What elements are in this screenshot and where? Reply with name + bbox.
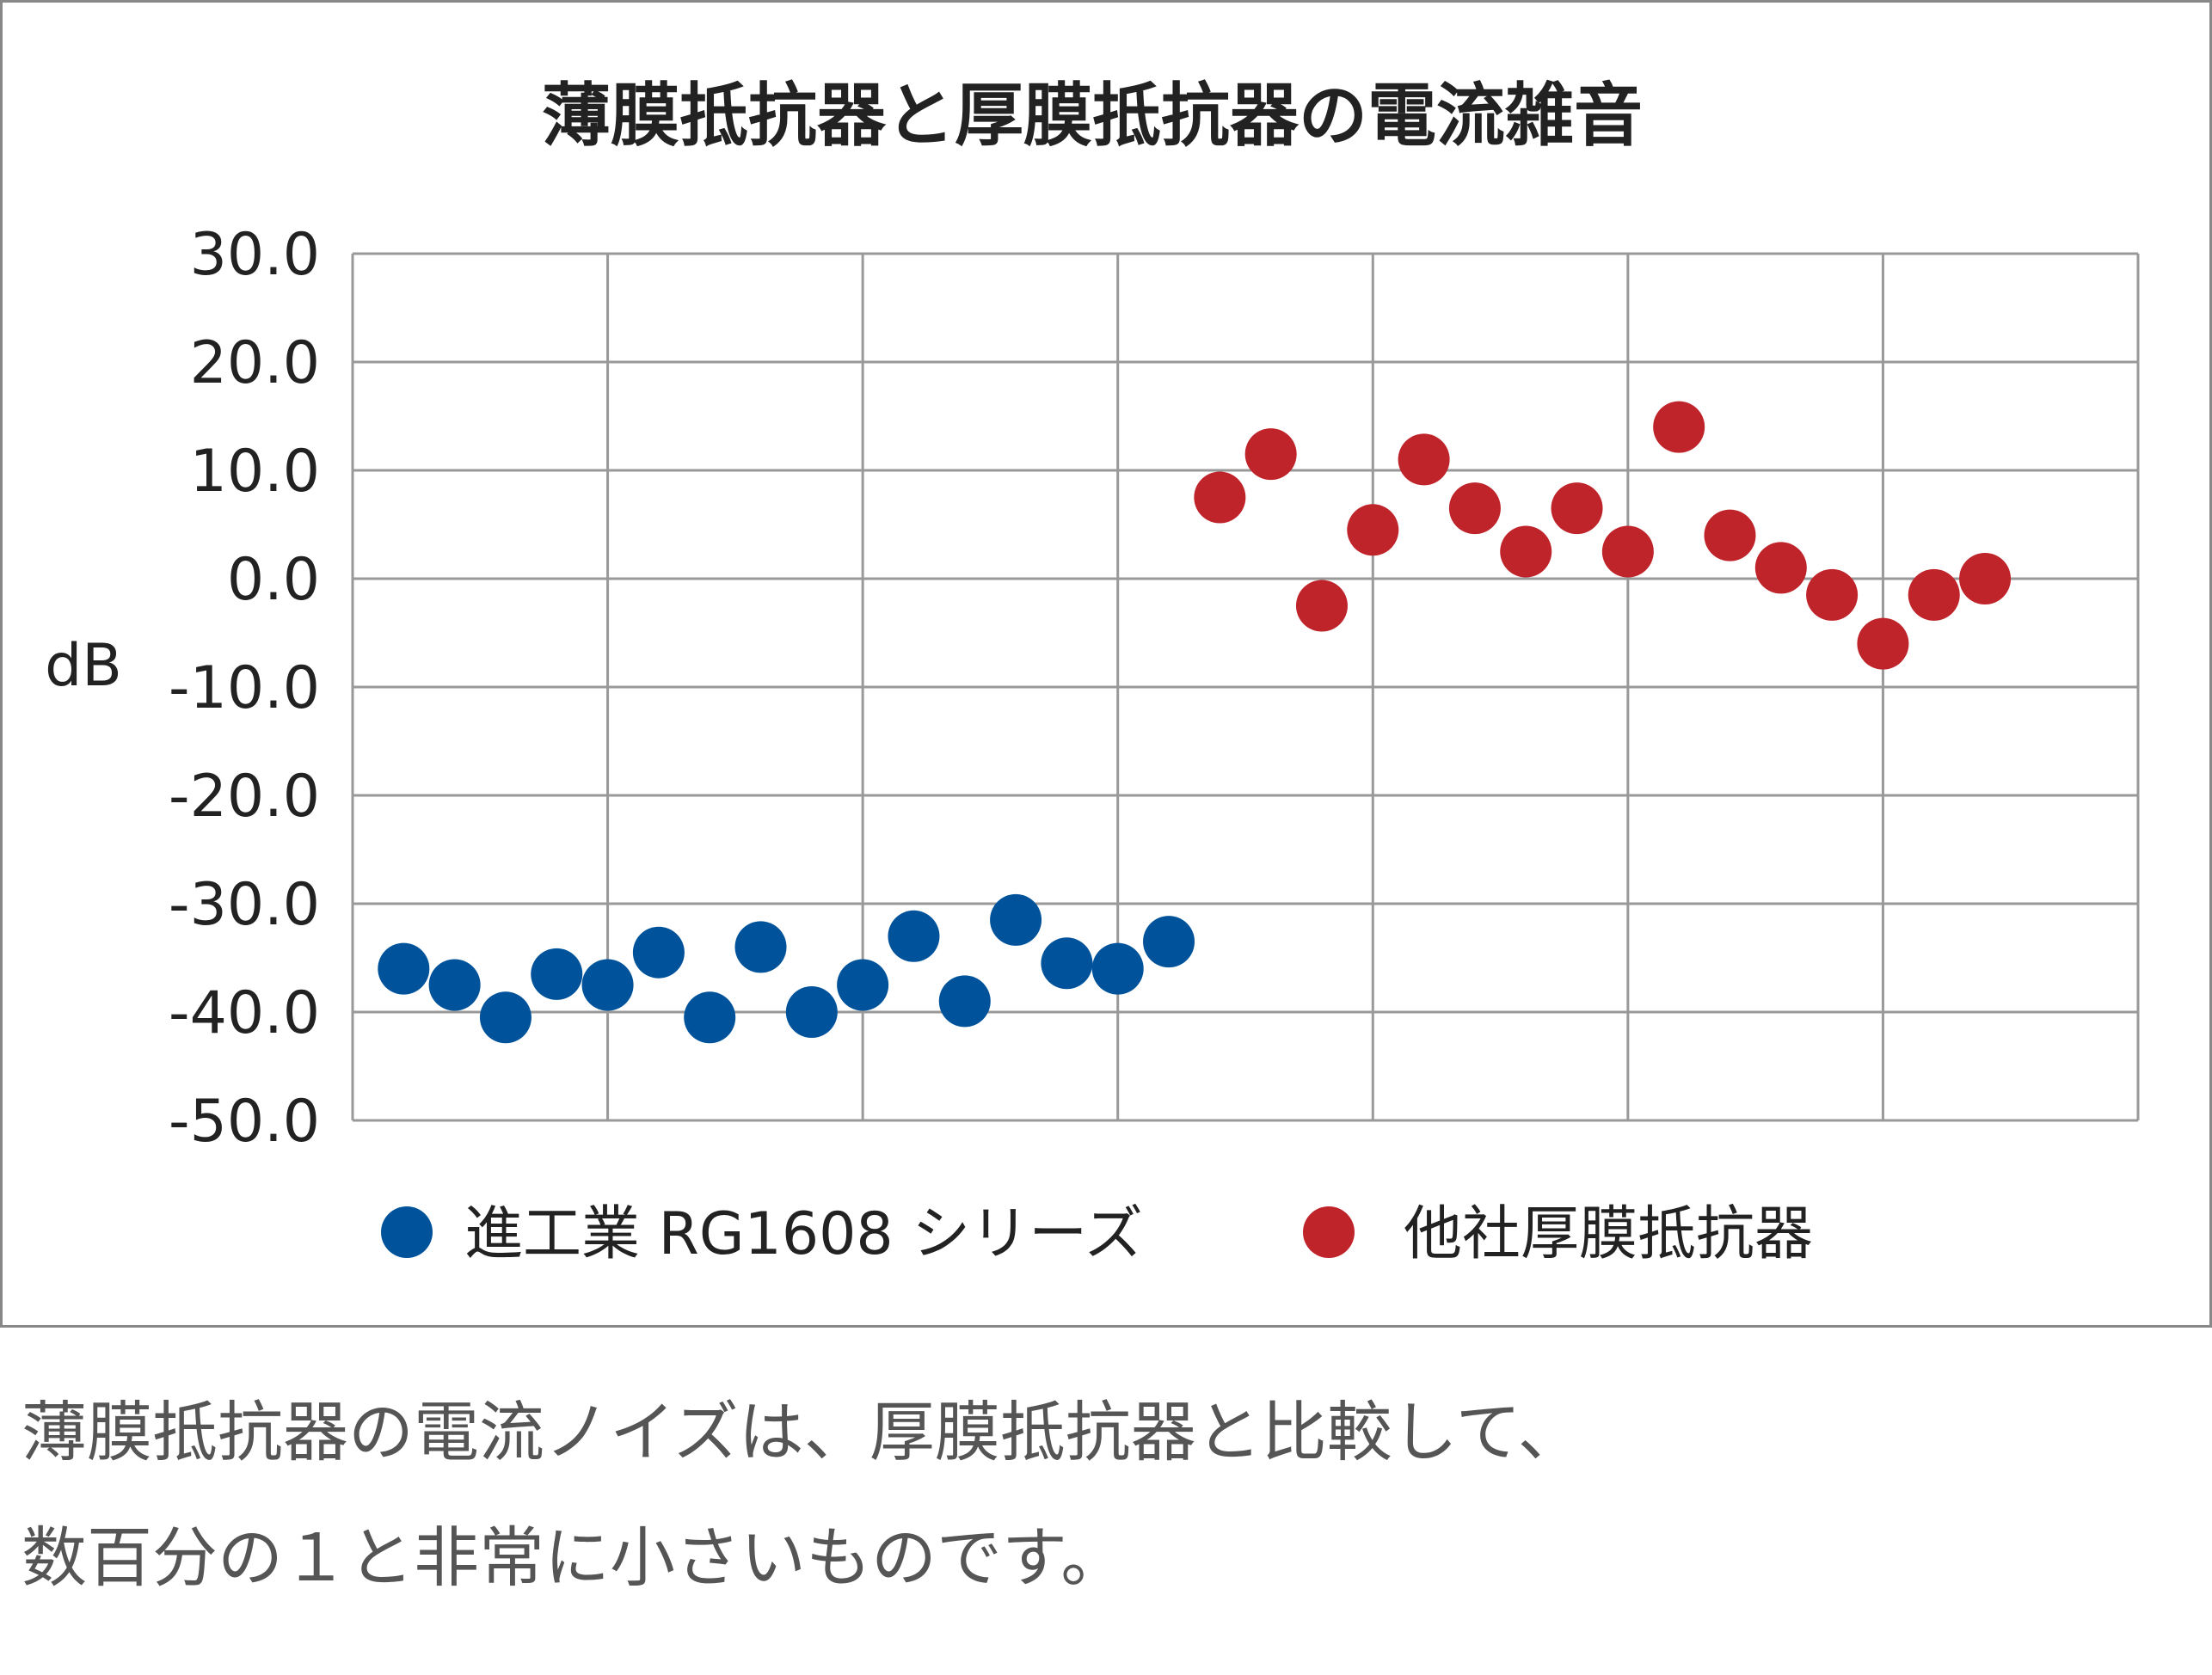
data-point-rg1608 (837, 959, 889, 1011)
data-point-rg1608 (378, 942, 430, 995)
data-point-thick-film (1653, 401, 1705, 453)
data-point-rg1608 (938, 975, 991, 1028)
data-point-thick-film (1500, 525, 1552, 578)
data-point-thick-film (1601, 525, 1654, 578)
legend-label-rg1608: 進工業 RG1608 シリーズ (464, 1200, 1143, 1268)
data-point-rg1608 (888, 910, 940, 962)
data-point-thick-film (1347, 504, 1399, 556)
data-point-thick-film (1806, 568, 1859, 621)
data-point-rg1608 (531, 948, 583, 1000)
legend-label-thick-film: 他社厚膜抵抗器 (1404, 1200, 1813, 1268)
caption-line-1: 薄膜抵抗器の電流ノイズは、厚膜抵抗器と比較して、 (22, 1394, 1583, 1470)
data-point-rg1608 (734, 921, 787, 973)
data-point-rg1608 (684, 991, 736, 1044)
data-points (378, 401, 2012, 1044)
data-point-rg1608 (785, 986, 838, 1038)
chart-title: 薄膜抵抗器と厚膜抵抗器の電流雑音 (542, 76, 1643, 156)
y-tick-label: -20.0 (169, 763, 320, 831)
y-tick-label: 20.0 (190, 329, 320, 397)
data-point-rg1608 (581, 959, 634, 1011)
data-point-thick-film (1908, 568, 1960, 621)
y-tick-label: 10.0 (190, 438, 320, 506)
data-point-thick-film (1959, 553, 2012, 604)
data-point-thick-film (1244, 428, 1297, 481)
y-tick-label: 30.0 (190, 221, 320, 289)
data-point-thick-film (1857, 617, 1909, 670)
data-point-thick-film (1754, 542, 1807, 594)
data-point-thick-film (1295, 580, 1348, 632)
chart-border (0, 0, 2212, 1328)
y-tick-label: -40.0 (169, 979, 320, 1047)
caption-line-2: 数百分の１と非常に小さいものです。 (22, 1519, 1126, 1596)
data-point-thick-film (1398, 433, 1450, 486)
data-point-thick-film (1551, 482, 1603, 535)
y-axis-label: dB (45, 632, 122, 700)
data-point-rg1608 (990, 893, 1042, 946)
data-point-rg1608 (479, 991, 531, 1044)
y-tick-label: -30.0 (169, 871, 320, 939)
data-point-thick-film (1194, 471, 1246, 524)
y-tick-label: -10.0 (169, 654, 320, 722)
data-point-rg1608 (1143, 916, 1195, 968)
y-tick-label: -50.0 (169, 1088, 320, 1156)
data-point-rg1608 (1091, 942, 1144, 995)
data-point-thick-film (1704, 509, 1756, 561)
legend: 進工業 RG1608 シリーズ 他社厚膜抵抗器 (381, 1200, 1813, 1268)
legend-marker-rg1608 (381, 1206, 433, 1258)
data-point-rg1608 (428, 959, 481, 1011)
y-tick-label: 0.0 (227, 546, 320, 614)
data-point-rg1608 (632, 926, 685, 979)
data-point-thick-film (1448, 482, 1501, 535)
data-point-rg1608 (1041, 937, 1093, 990)
y-tick-labels: 30.0 20.0 10.0 0.0 -10.0 -20.0 -30.0 -40.0 -50.0 (169, 221, 320, 1156)
plot-grid (351, 252, 2140, 1122)
legend-marker-thick-film (1303, 1206, 1355, 1258)
